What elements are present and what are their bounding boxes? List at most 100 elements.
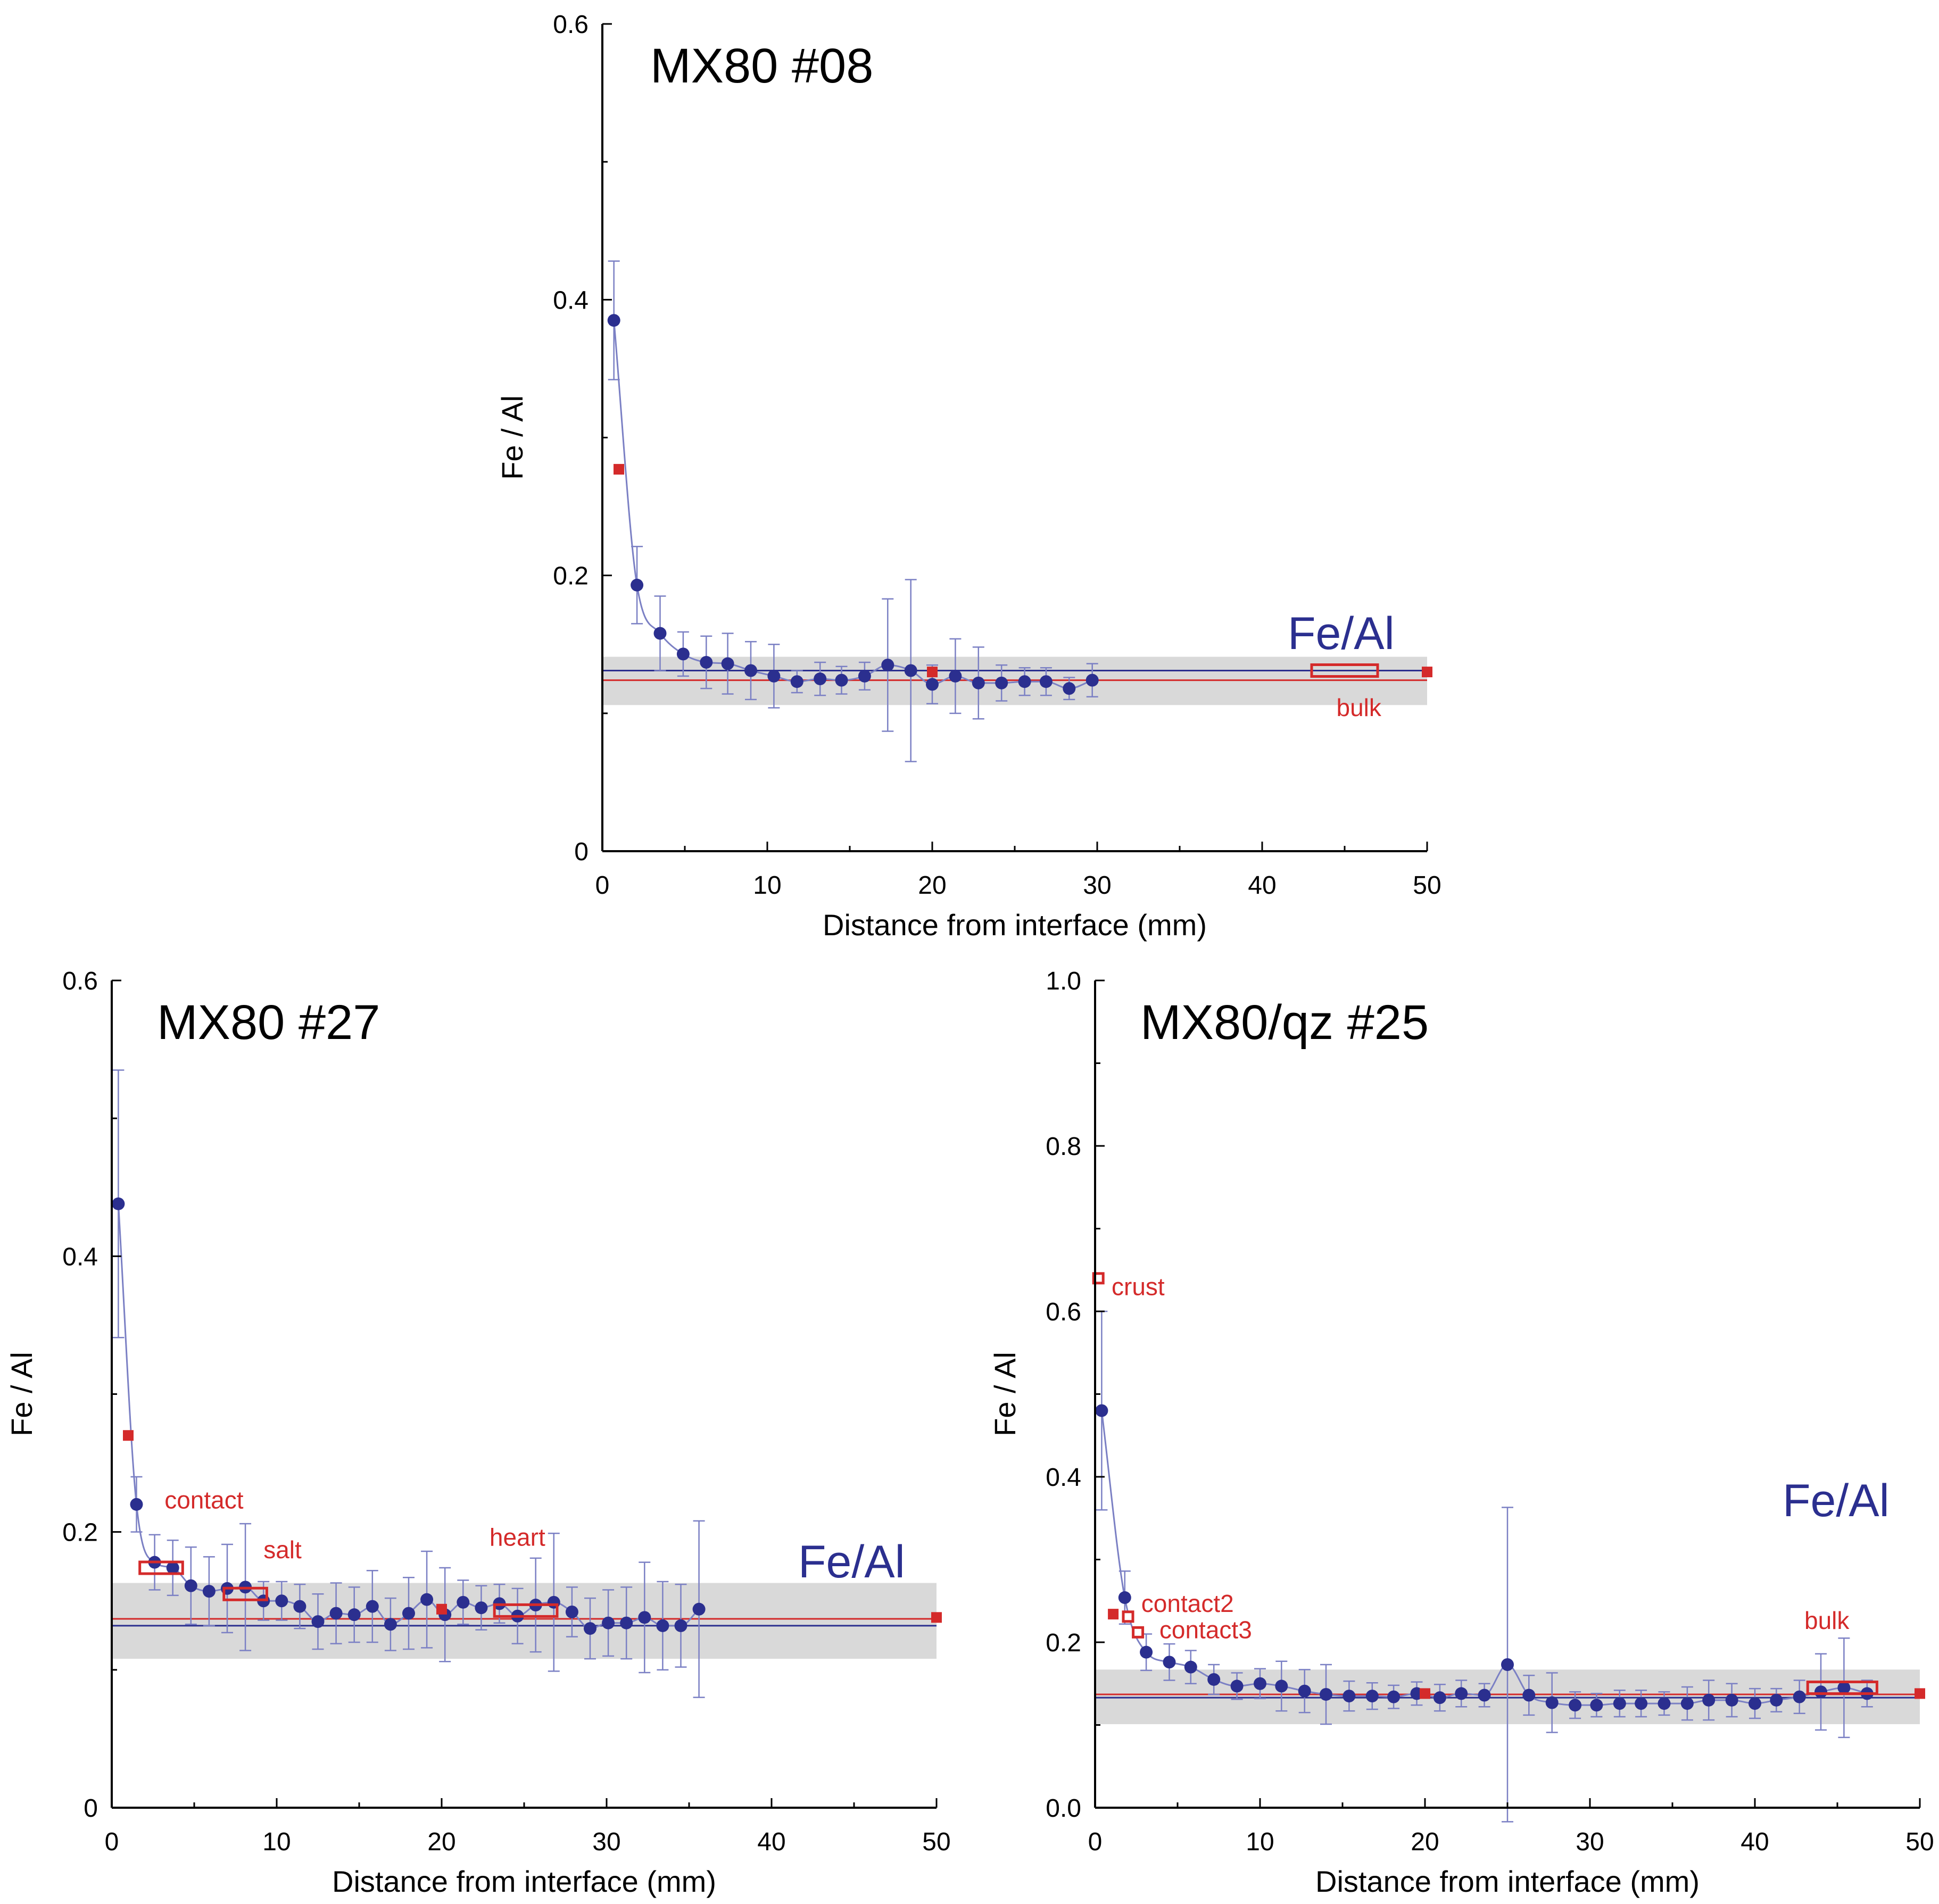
data-point (744, 664, 757, 677)
reference-point-open (1122, 1610, 1134, 1623)
data-point (814, 672, 827, 686)
data-point (1343, 1690, 1356, 1703)
data-point (835, 674, 848, 687)
data-point (1837, 1681, 1851, 1694)
data-point (1658, 1697, 1671, 1710)
data-point (384, 1618, 397, 1631)
data-point (858, 669, 871, 683)
data-point (926, 678, 939, 691)
data-point (565, 1605, 578, 1618)
y-tick-label: 0.2 (553, 562, 589, 591)
data-point (1501, 1658, 1514, 1671)
sample-box-salt (222, 1586, 268, 1601)
y-axis-label: Fe / Al (5, 1352, 38, 1436)
y-tick-label: 0.8 (1046, 1133, 1081, 1161)
data-point (347, 1608, 361, 1622)
reference-point (614, 464, 624, 475)
data-point (457, 1595, 470, 1609)
data-point (1230, 1679, 1244, 1693)
data-point (602, 1616, 615, 1629)
sample-label-contact2: contact2 (1141, 1590, 1234, 1617)
data-point (420, 1593, 434, 1606)
x-tick-label: 0 (1088, 1828, 1103, 1856)
data-point (1433, 1691, 1446, 1705)
panel-mx80-08: bulk 0 10 20 30 40 50 0 0.2 0.4 0.6 MX80 #08 Dist… (495, 11, 1441, 942)
x-tick-label: 50 (922, 1828, 950, 1856)
data-point (1140, 1645, 1153, 1659)
data-point (1387, 1690, 1401, 1703)
x-axis-label: Distance from interface (mm) (332, 1865, 716, 1898)
data-point (676, 647, 690, 661)
data-point (638, 1611, 651, 1624)
sample-label-contact3: contact3 (1159, 1616, 1252, 1644)
data-point (1184, 1660, 1197, 1674)
data-point (275, 1594, 288, 1608)
data-point (1365, 1690, 1379, 1703)
y-tick-label: 0 (84, 1794, 98, 1823)
reference-point (1915, 1688, 1925, 1699)
x-tick-label: 30 (1083, 871, 1111, 900)
sample-label-heart: heart (490, 1524, 545, 1551)
x-tick-label: 20 (1411, 1828, 1439, 1856)
data-point (293, 1600, 306, 1613)
x-tick-label: 10 (1246, 1828, 1274, 1856)
data-point (767, 669, 781, 683)
data-point (1455, 1687, 1468, 1700)
x-tick-label: 50 (1905, 1828, 1934, 1856)
data-point (631, 578, 644, 592)
panel-mx80-27: contact salt heart 0 10 20 30 40 50 0 0.2 0.4 0.6 M… (5, 967, 951, 1898)
data-point (184, 1579, 197, 1592)
data-point (1725, 1693, 1738, 1707)
data-point (904, 664, 917, 677)
reference-point (1108, 1609, 1119, 1620)
x-axis-label: Distance from interface (mm) (823, 908, 1207, 942)
x-tick-label: 40 (1741, 1828, 1769, 1856)
y-tick-label: 0.4 (1046, 1464, 1081, 1492)
data-point (1569, 1699, 1582, 1712)
y-tick-label: 0 (574, 838, 589, 866)
data-point (1298, 1684, 1311, 1698)
reference-point (436, 1603, 447, 1615)
series-curve (613, 320, 1093, 689)
x-tick-label: 10 (262, 1828, 291, 1856)
y-tick-label: 0.6 (62, 967, 98, 995)
y-tick-label: 0.4 (553, 286, 589, 314)
data-point (1613, 1697, 1626, 1710)
data-point (1680, 1697, 1694, 1710)
series-label: Fe/Al (798, 1536, 905, 1587)
data-point (692, 1602, 706, 1616)
sample-box-bulk (1310, 663, 1379, 678)
data-point (130, 1498, 143, 1511)
sample-box-heart (493, 1603, 559, 1618)
series-curve (117, 1203, 700, 1629)
data-point (1749, 1697, 1761, 1710)
sample-label-contact: contact (164, 1486, 244, 1514)
chart-title: MX80 #08 (650, 39, 873, 93)
x-tick-label: 20 (918, 871, 946, 900)
reference-point (1422, 667, 1432, 678)
data-point (607, 314, 620, 327)
data-point (1770, 1693, 1783, 1707)
reference-point (123, 1430, 134, 1441)
data-point (1018, 675, 1031, 688)
reference-point (1420, 1688, 1430, 1699)
sample-label-crust: crust (1112, 1273, 1165, 1300)
reference-point (931, 1612, 942, 1623)
x-tick-label: 40 (1248, 871, 1276, 900)
data-point (1545, 1696, 1559, 1709)
reference-point (927, 667, 938, 678)
data-point (1095, 1404, 1108, 1417)
data-point (1063, 682, 1076, 695)
y-tick-label: 0.6 (1046, 1298, 1081, 1326)
data-point (1320, 1687, 1332, 1701)
x-tick-label: 0 (105, 1828, 119, 1856)
data-point (1254, 1677, 1266, 1690)
sample-label-salt: salt (263, 1536, 302, 1564)
data-point (1207, 1673, 1221, 1686)
x-tick-label: 20 (427, 1828, 455, 1856)
data-point (1635, 1697, 1648, 1710)
data-point (790, 675, 803, 688)
x-tick-label: 10 (753, 871, 781, 900)
